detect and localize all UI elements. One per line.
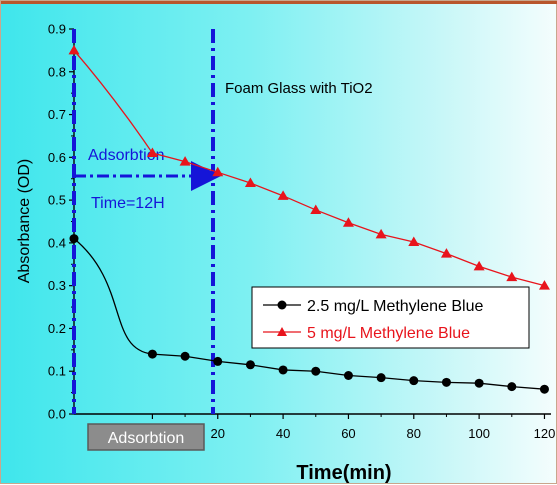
x-tick-label: 60 [341, 426, 355, 441]
data-point-s1 [375, 228, 387, 239]
data-point-s1 [146, 147, 158, 158]
data-point-s1 [440, 248, 452, 258]
data-point-s0 [245, 360, 255, 370]
legend-box [251, 286, 530, 349]
legend-label-s0: 2.5 mg/L Methylene Blue [307, 298, 484, 315]
data-point-s1 [473, 260, 485, 271]
legend-marker-s0 [277, 300, 287, 310]
data-point-s1 [538, 280, 550, 290]
x-tick-label: 80 [407, 426, 421, 441]
y-tick-label: 0.2 [48, 321, 66, 336]
data-point-s1 [408, 236, 420, 247]
y-tick-label: 0.4 [48, 235, 66, 250]
data-point-s1 [68, 44, 80, 55]
data-point-s0 [441, 377, 451, 387]
data-point-s1 [506, 271, 518, 282]
phase-label: Adsorbtion [88, 147, 165, 164]
y-tick-label: 0.7 [48, 107, 66, 122]
x-tick-label: 120 [534, 426, 556, 441]
data-point-s0 [474, 378, 484, 388]
data-point-s0 [278, 365, 288, 375]
legend-marker-s1 [277, 327, 287, 336]
data-point-s1 [244, 177, 256, 187]
product-label: Foam Glass with TiO2 [225, 80, 373, 97]
data-point-s0 [376, 373, 386, 383]
time-label: Time=12H [91, 195, 165, 212]
data-point-s0 [343, 371, 353, 380]
y-tick-label: 0.8 [48, 64, 66, 79]
y-tick-label: 0.3 [48, 278, 66, 293]
y-ticks: 0.0 0.1 0.2 0.3 0.4 0.5 0.6 0.7 0.8 0.9 [48, 22, 74, 422]
x-axis-title: Time(min) [296, 462, 391, 484]
x-tick-label: 100 [468, 426, 490, 441]
x-tick-label: 20 [211, 426, 225, 441]
y-tick-label: 0.9 [48, 22, 66, 37]
legend-label-s1: 5 mg/L Methylene Blue [307, 325, 470, 342]
data-point-s1 [277, 190, 289, 200]
top-border [1, 1, 557, 4]
y-axis-title: Absorbance (OD) [16, 159, 33, 284]
y-tick-label: 0.0 [48, 407, 66, 422]
x-ticks: 020406080100120 [149, 414, 556, 441]
data-point-s0 [180, 351, 190, 361]
data-point-s0 [147, 349, 157, 359]
data-point-s0 [409, 376, 419, 386]
data-point-s0 [213, 356, 223, 366]
data-point-s1 [310, 204, 322, 214]
series-layer [68, 44, 550, 394]
y-tick-label: 0.5 [48, 193, 66, 208]
x-tick-label: 40 [276, 426, 290, 441]
series-line-s0 [73, 238, 545, 390]
data-point-s1 [212, 166, 224, 177]
y-tick-label: 0.1 [48, 364, 66, 379]
data-point-s0 [69, 234, 79, 244]
data-point-s0 [311, 366, 321, 376]
adsorbtion-box [87, 423, 205, 451]
data-point-s0 [539, 384, 549, 394]
y-tick-label: 0.6 [48, 150, 66, 165]
data-point-s1 [179, 156, 191, 166]
legend: 2.5 mg/L Methylene Blue 5 mg/L Methylene… [251, 286, 530, 349]
data-point-s0 [507, 382, 517, 392]
adsorbtion-box-label: Adsorbtion [108, 430, 185, 447]
data-point-s1 [342, 217, 354, 227]
